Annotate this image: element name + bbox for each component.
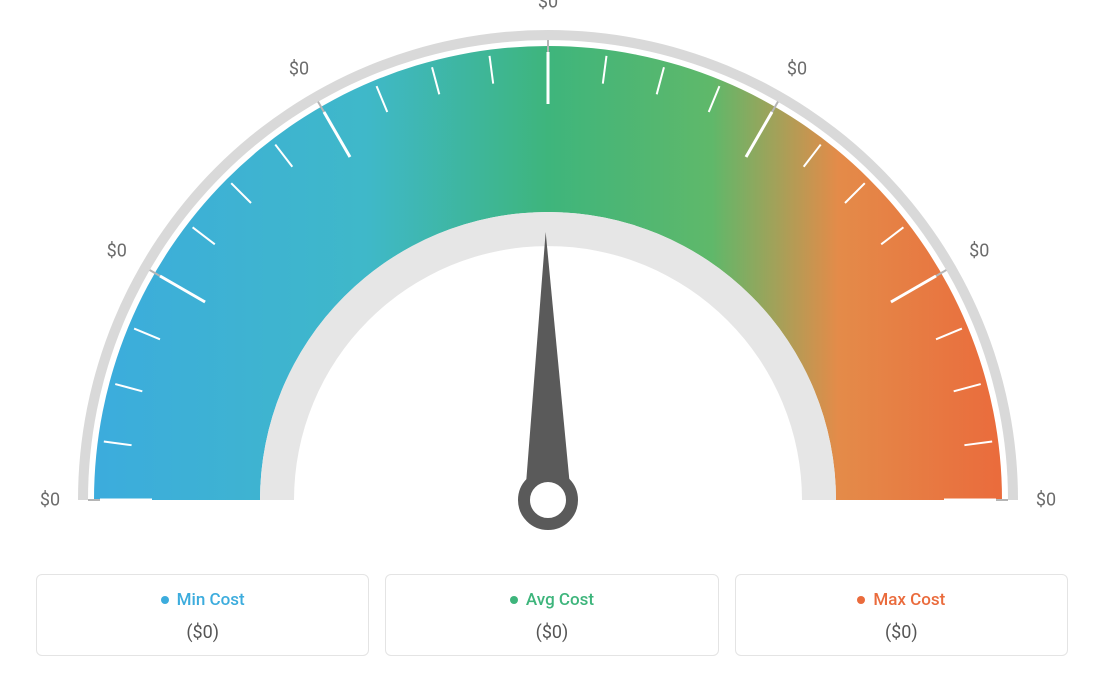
gauge-chart: $0 $0 $0 $0 $0 $0 $0 xyxy=(0,0,1104,560)
gauge-tick-label: $0 xyxy=(969,241,989,262)
legend-card-max: Max Cost ($0) xyxy=(735,574,1068,656)
dot-icon xyxy=(161,596,169,604)
dot-icon xyxy=(510,596,518,604)
legend-title-max: Max Cost xyxy=(857,590,945,610)
legend-row: Min Cost ($0) Avg Cost ($0) Max Cost ($0… xyxy=(36,574,1068,656)
legend-title-min: Min Cost xyxy=(161,590,245,610)
legend-card-avg: Avg Cost ($0) xyxy=(385,574,718,656)
gauge-tick-label: $0 xyxy=(538,0,558,13)
legend-value-min: ($0) xyxy=(45,622,360,643)
legend-value-avg: ($0) xyxy=(394,622,709,643)
legend-title-text: Avg Cost xyxy=(526,590,594,610)
gauge-tick-label: $0 xyxy=(107,241,127,262)
gauge-svg xyxy=(0,0,1104,560)
legend-title-text: Min Cost xyxy=(177,590,245,610)
gauge-tick-label: $0 xyxy=(40,490,60,511)
gauge-tick-label: $0 xyxy=(289,58,309,79)
gauge-tick-label: $0 xyxy=(1036,490,1056,511)
gauge-tick-label: $0 xyxy=(787,58,807,79)
legend-title-text: Max Cost xyxy=(873,590,945,610)
legend-title-avg: Avg Cost xyxy=(510,590,594,610)
legend-value-max: ($0) xyxy=(744,622,1059,643)
dot-icon xyxy=(857,596,865,604)
legend-card-min: Min Cost ($0) xyxy=(36,574,369,656)
